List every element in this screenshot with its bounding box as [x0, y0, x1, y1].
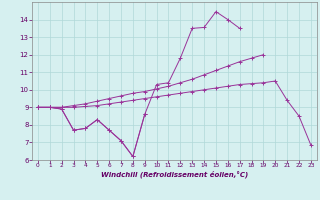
X-axis label: Windchill (Refroidissement éolien,°C): Windchill (Refroidissement éolien,°C) [101, 171, 248, 178]
